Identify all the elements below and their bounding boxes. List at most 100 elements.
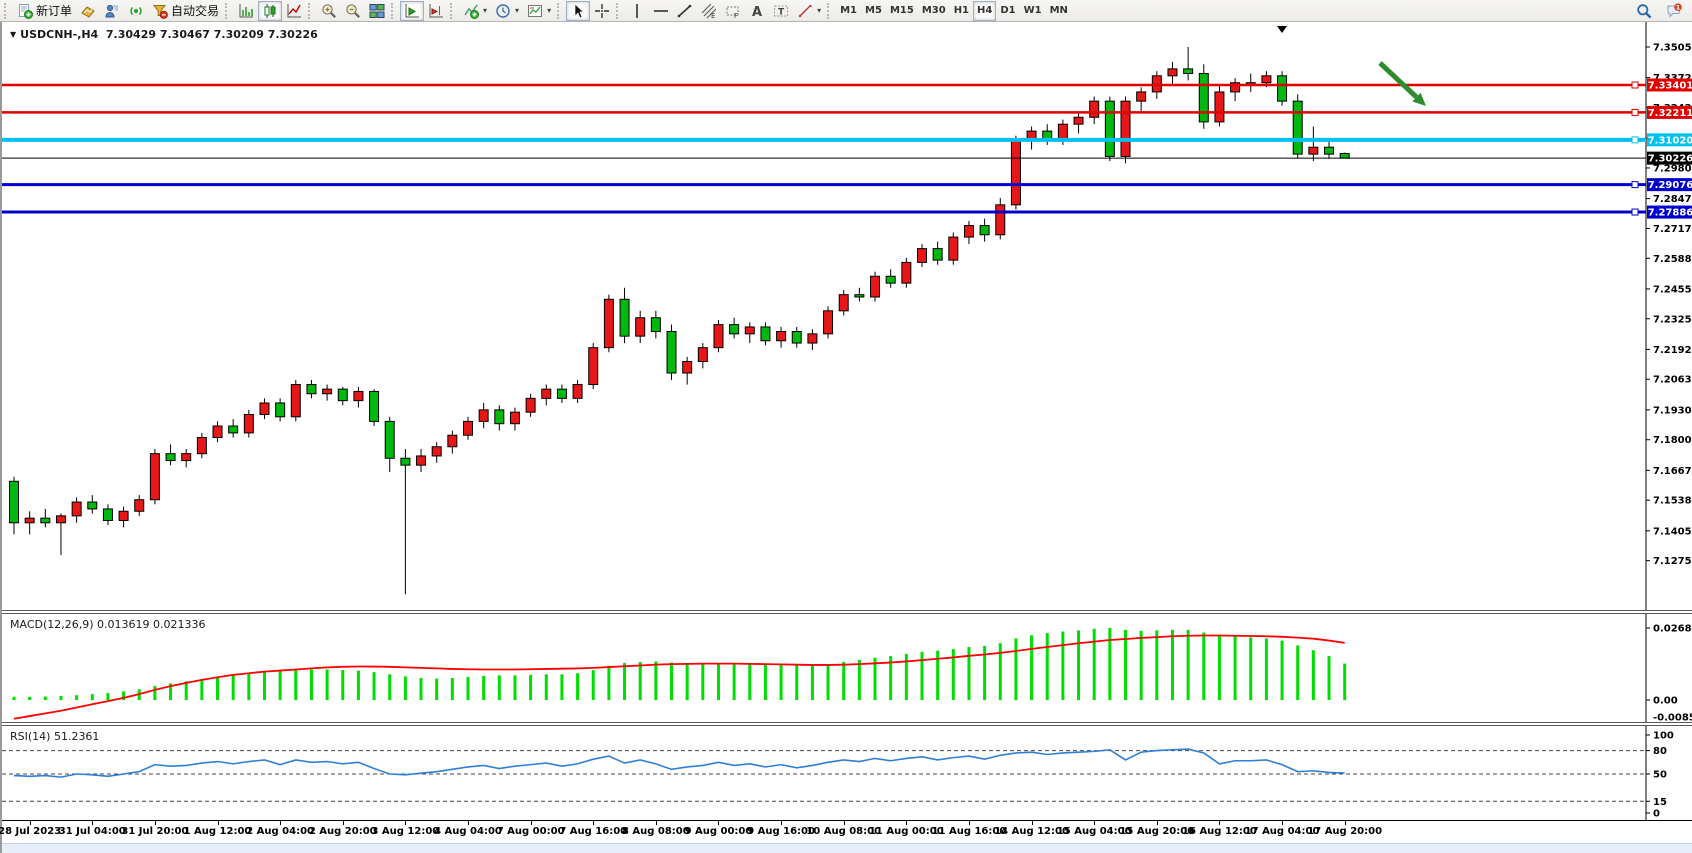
tile-windows-button[interactable]	[365, 1, 389, 21]
terminal-button[interactable]	[100, 1, 124, 21]
timeframe-m15-button[interactable]: M15	[886, 1, 918, 21]
toolbar-group-handle[interactable]	[557, 2, 562, 19]
price-chart[interactable]: 7.350507.337207.324257.310957.298007.284…	[2, 22, 1692, 610]
toolbar-group-handle[interactable]	[225, 2, 230, 19]
horizontal-line-button[interactable]	[649, 1, 673, 21]
macd-indicator-pane[interactable]: 0.026892 0.00 -0.008557	[2, 614, 1692, 722]
channels-button[interactable]: F	[721, 1, 745, 21]
timeframe-mn-button[interactable]: MN	[1046, 1, 1072, 21]
bar-chart-button[interactable]	[234, 1, 258, 21]
text-button[interactable]: A	[745, 1, 769, 21]
candle	[1089, 100, 1100, 118]
candle	[149, 453, 160, 501]
price-tick-label: 7.20630	[1653, 375, 1692, 386]
candle	[1308, 146, 1319, 155]
toolbar-group-handle[interactable]	[391, 2, 396, 19]
auto-trading-button[interactable]: 自动交易	[148, 1, 223, 21]
level-line-handle[interactable]	[1631, 108, 1639, 116]
arrows-button[interactable]: ▾	[793, 1, 825, 21]
rsi-indicator-pane[interactable]: 100 80 50 150	[2, 726, 1692, 820]
auto-trading-icon	[152, 3, 168, 19]
toolbar-group-handle[interactable]	[827, 2, 832, 19]
search-button[interactable]	[1632, 1, 1656, 21]
candle	[24, 517, 35, 524]
templates-button[interactable]: ▾	[523, 1, 555, 21]
annotation-arrow-shaft[interactable]	[1378, 61, 1419, 99]
annotation-arrow-head[interactable]	[1412, 92, 1426, 106]
timeframe-d1-button[interactable]: D1	[996, 1, 1019, 21]
level-line-handle[interactable]	[1631, 208, 1639, 216]
candle	[525, 397, 536, 413]
macd-axis-label: 0.00	[1653, 696, 1678, 707]
candle	[431, 446, 442, 457]
timeframe-h4-button[interactable]: H4	[973, 0, 997, 21]
indicators-button[interactable]: ▾	[459, 1, 491, 21]
zoom-out-icon	[345, 3, 361, 19]
chart-shift-button[interactable]	[424, 1, 448, 21]
pane-splitter[interactable]	[2, 610, 1692, 614]
toolbar-group-handle[interactable]	[4, 2, 9, 19]
level-line-handle[interactable]	[1631, 81, 1639, 89]
price-tick-label: 7.15380	[1653, 496, 1692, 507]
text-label-icon: T	[773, 3, 789, 19]
chart-symbol-period: USDCNH-,H4	[20, 28, 99, 41]
text-label-button[interactable]: T	[769, 1, 793, 21]
candle	[979, 225, 990, 236]
candle	[1073, 116, 1084, 125]
macd-label: MACD(12,26,9) 0.013619 0.021336	[10, 618, 206, 631]
collapse-icon[interactable]: ▼	[10, 30, 17, 39]
candle	[932, 248, 943, 261]
candle	[541, 388, 552, 399]
cursor-button[interactable]	[566, 0, 591, 21]
pane-splitter[interactable]	[2, 722, 1692, 726]
chart-window[interactable]: 7.350507.337207.324257.310957.298007.284…	[0, 22, 1692, 853]
timeframe-m5-button[interactable]: M5	[861, 1, 886, 21]
time-label: 4 Aug 04:00	[434, 826, 502, 837]
alerts-button[interactable]	[124, 1, 148, 21]
candle	[462, 420, 473, 436]
candle	[306, 384, 317, 395]
rsi-axis-label: 100	[1653, 731, 1674, 742]
candle-chart-button[interactable]	[258, 0, 283, 21]
community-button[interactable]: 1	[1662, 1, 1686, 21]
time-axis[interactable]: 28 Jul 2023 31 Jul 04:00 31 Jul 20:00 1 Aug…	[0, 820, 1692, 843]
auto-scroll-button[interactable]	[400, 0, 425, 21]
zoom-in-button[interactable]	[317, 1, 341, 21]
trend-line-button[interactable]	[673, 1, 697, 21]
time-tick	[1031, 821, 1033, 825]
timeframe-h1-button[interactable]: H1	[950, 1, 973, 21]
new-order-button[interactable]: 新订单	[13, 1, 76, 21]
chevron-down-icon: ▾	[817, 6, 822, 15]
periods-button[interactable]: ▾	[491, 1, 523, 21]
line-chart-button[interactable]	[282, 1, 306, 21]
auto-trading-label: 自动交易	[171, 4, 220, 18]
vertical-line-button[interactable]	[625, 1, 649, 21]
candle	[556, 388, 567, 399]
timeframe-m30-button[interactable]: M30	[918, 1, 950, 21]
crosshair-button[interactable]	[590, 1, 614, 21]
zoom-out-button[interactable]	[341, 1, 365, 21]
timeframe-m1-button[interactable]: M1	[836, 1, 861, 21]
time-tick	[1219, 821, 1221, 825]
price-tick-label: 7.19300	[1653, 405, 1692, 416]
fibonacci-button[interactable]: E	[697, 1, 721, 21]
cursor-icon	[570, 2, 586, 19]
chart-shift-marker[interactable]	[1277, 26, 1287, 33]
candle	[713, 324, 724, 349]
toolbar-group-handle[interactable]	[450, 2, 455, 19]
time-label: 16 Aug 12:00	[1182, 826, 1257, 837]
market-watch-button[interactable]	[76, 1, 100, 21]
rsi-line	[13, 748, 1345, 778]
timeframe-w1-button[interactable]: W1	[1020, 1, 1046, 21]
candle	[337, 388, 348, 402]
candle	[1292, 100, 1303, 155]
toolbar-group-handle[interactable]	[616, 2, 621, 19]
time-tick	[217, 821, 219, 825]
toolbar-group-handle[interactable]	[308, 2, 313, 19]
level-line-handle[interactable]	[1631, 181, 1639, 189]
level-line-handle[interactable]	[1631, 136, 1639, 144]
timeframe-label: H1	[953, 5, 970, 16]
price-tick-label: 7.18005	[1653, 435, 1692, 446]
level-price-label: 7.31020	[1648, 135, 1692, 146]
time-tick	[843, 821, 845, 825]
